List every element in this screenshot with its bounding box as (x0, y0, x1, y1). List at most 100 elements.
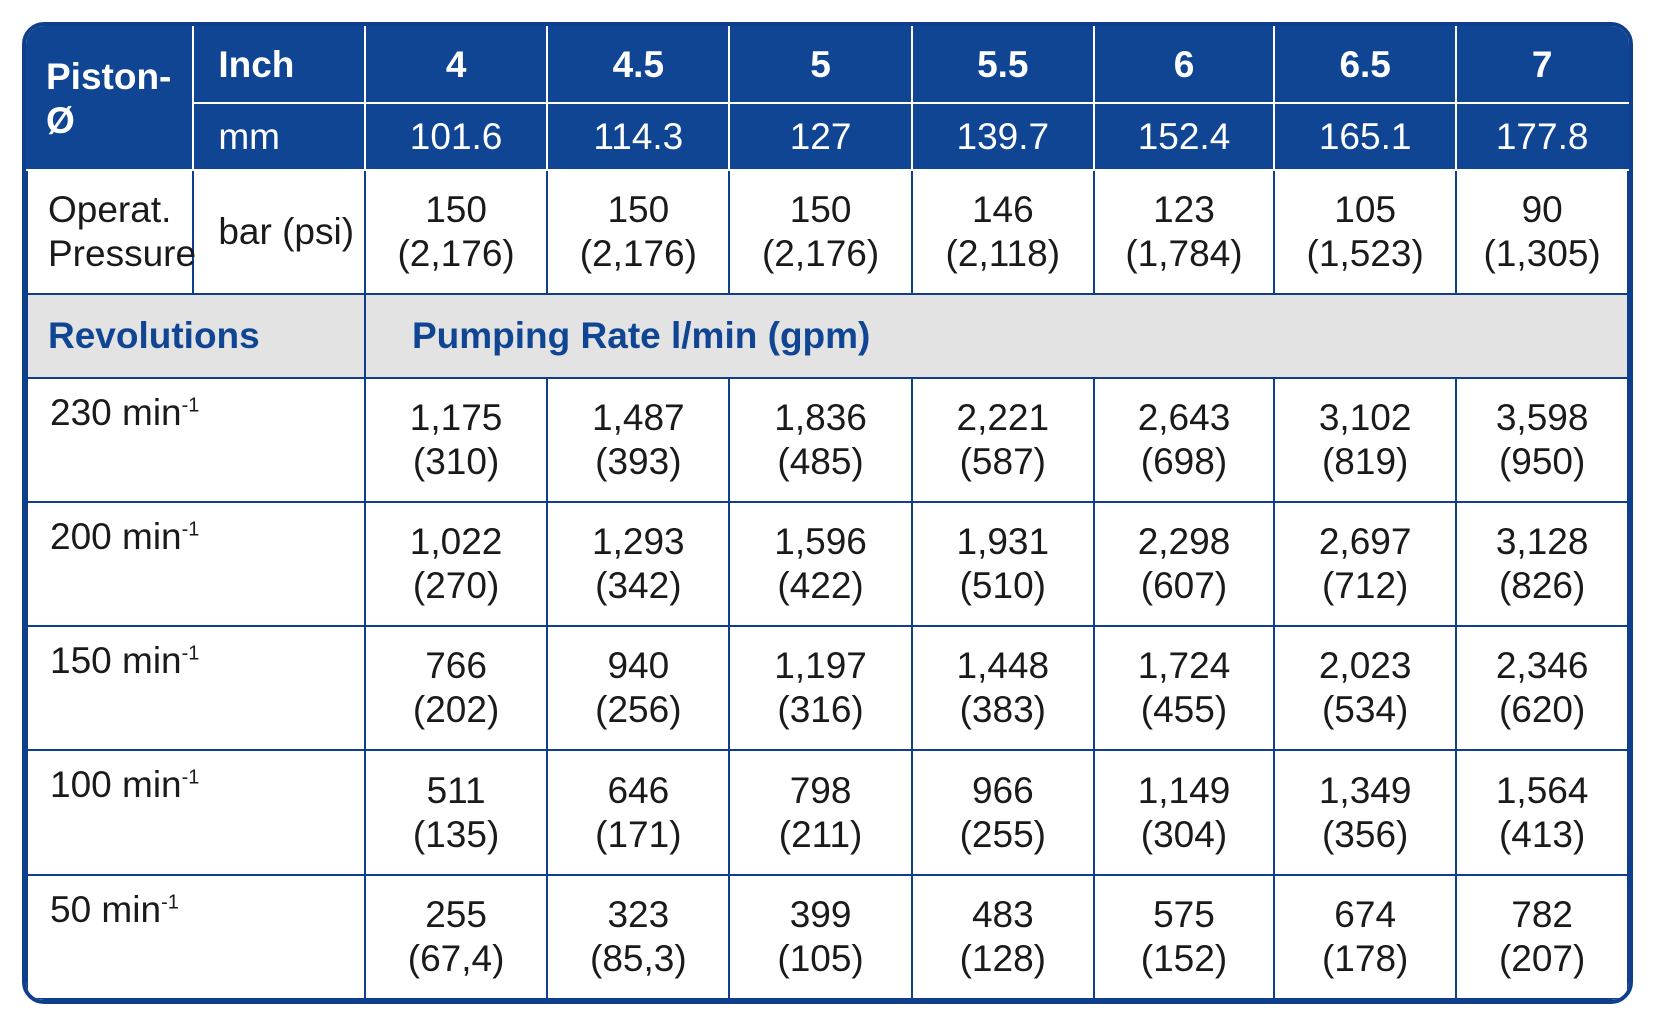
rate-lpm: 3,102 (1318, 396, 1412, 438)
rate-lpm: 3,598 (1495, 396, 1589, 438)
rate-cell: 1,596 (422) (728, 500, 913, 628)
operating-pressure-label-line1: Operat. (48, 189, 172, 231)
rate-gpm: (304) (1140, 813, 1228, 855)
pump-specs-table-frame: Piston-Ø Inch 4 4.5 5 5.5 6 6.5 7 mm 101… (22, 22, 1633, 1004)
mm-value: 165.1 (1273, 102, 1458, 172)
rate-lpm: 3,128 (1495, 521, 1589, 563)
rate-gpm: (393) (595, 440, 682, 482)
rate-cell: 2,298 (607) (1092, 500, 1276, 628)
rate-cell: 782 (207) (1455, 873, 1629, 1000)
rate-lpm: 782 (1511, 893, 1573, 935)
mm-value: 127 (728, 102, 913, 172)
rate-gpm: (207) (1498, 937, 1586, 979)
rate-lpm: 966 (971, 769, 1034, 811)
rate-cell: 1,293 (342) (546, 500, 731, 628)
rate-cell: 940 (256) (546, 625, 731, 752)
rate-gpm: (316) (777, 689, 864, 731)
rate-lpm: 1,487 (592, 396, 685, 438)
mm-value: 139.7 (910, 102, 1095, 172)
rate-gpm: (255) (959, 813, 1046, 855)
header-inch-row: Piston-Ø Inch 4 4.5 5 5.5 6 6.5 7 (26, 26, 1629, 172)
rate-cell: 1,931 (510) (910, 500, 1095, 628)
rate-cell: 3,102 (819) (1273, 376, 1458, 504)
rate-lpm: 2,643 (1137, 396, 1231, 438)
pressure-psi: (1,523) (1306, 233, 1424, 275)
inch-value: 7 (1455, 26, 1629, 105)
rate-gpm: (383) (959, 689, 1046, 731)
rate-gpm: (152) (1140, 937, 1228, 979)
inch-value: 4.5 (546, 26, 731, 105)
rate-gpm: (819) (1321, 440, 1409, 482)
pressure-psi: (2,176) (579, 233, 697, 275)
rate-cell: 399 (105) (728, 873, 913, 1000)
rate-lpm: 511 (426, 769, 486, 811)
pressure-psi: (2,176) (761, 233, 880, 275)
rate-gpm: (413) (1498, 813, 1586, 855)
rate-lpm: 399 (789, 893, 852, 935)
rate-lpm: 798 (789, 769, 852, 811)
revolutions-exponent: -1 (181, 518, 200, 541)
rate-gpm: (211) (778, 813, 863, 855)
pressure-cell: 105 (1,523) (1273, 169, 1458, 296)
rate-gpm: (455) (1140, 689, 1228, 731)
rate-gpm: (712) (1321, 565, 1409, 607)
rate-lpm: 1,149 (1137, 769, 1231, 811)
pressure-bar: 150 (425, 189, 487, 231)
rate-lpm: 1,448 (956, 645, 1050, 687)
operating-pressure-label: Operat. Pressure (26, 169, 196, 296)
rate-cell: 766 (202) (363, 625, 549, 752)
table-row: 200 min-1 1,022 (270) 1,293 (342) 1,596 (42… (26, 500, 1629, 628)
rate-cell: 1,197 (316) (728, 625, 913, 752)
rate-gpm: (171) (595, 813, 682, 855)
rate-gpm: (422) (777, 565, 864, 607)
pressure-unit: bar (psi) (192, 169, 366, 296)
rate-gpm: (85,3) (590, 937, 687, 979)
rate-lpm: 1,197 (774, 645, 867, 687)
rate-lpm: 2,298 (1137, 521, 1231, 563)
rate-gpm: (826) (1498, 565, 1586, 607)
rate-lpm: 2,346 (1495, 645, 1589, 687)
rate-cell: 674 (178) (1273, 873, 1458, 1000)
rate-lpm: 1,836 (774, 396, 867, 438)
revolutions-exponent: -1 (181, 394, 200, 417)
operating-pressure-row: Operat. Pressure bar (psi) 150 (2,176) 15… (26, 169, 1629, 296)
pressure-bar: 150 (607, 189, 670, 231)
revolutions-label: Revolutions (26, 293, 366, 379)
inch-unit-label: Inch (192, 26, 366, 105)
rate-lpm: 483 (971, 893, 1034, 935)
revolutions-value: 50 min (50, 888, 162, 930)
rate-cell: 511 (135) (363, 749, 549, 876)
rate-cell: 1,149 (304) (1092, 749, 1276, 876)
rate-gpm: (698) (1140, 440, 1228, 482)
rate-gpm: (587) (959, 440, 1046, 482)
revolutions-exponent: -1 (161, 891, 179, 914)
pressure-bar: 90 (1521, 189, 1563, 231)
mm-value: 101.6 (363, 102, 549, 172)
table-row: 50 min-1 255 (67,4) 323 (85,3) 399 (105) 48… (26, 873, 1629, 1000)
rate-lpm: 2,221 (956, 396, 1050, 438)
rate-cell: 575 (152) (1092, 873, 1276, 1000)
piston-diameter-label: Piston-Ø (26, 26, 195, 172)
rate-lpm: 1,022 (409, 521, 503, 563)
rate-gpm: (178) (1321, 937, 1409, 979)
table-row: 230 min-1 1,175 (310) 1,487 (393) 1,836 (48… (26, 376, 1629, 504)
pressure-cell: 123 (1,784) (1092, 169, 1276, 296)
rate-cell: 1,487 (393) (546, 376, 731, 504)
pressure-cell: 150 (2,176) (546, 169, 731, 296)
rate-lpm: 2,697 (1318, 521, 1412, 563)
rate-cell: 2,221 (587) (910, 376, 1095, 504)
rate-gpm: (607) (1140, 565, 1228, 607)
rate-gpm: (67,4) (407, 937, 505, 979)
rate-cell: 1,564 (413) (1455, 749, 1629, 876)
rate-cell: 323 (85,3) (546, 873, 731, 1000)
pressure-psi: (2,176) (397, 233, 515, 275)
inch-value: 4 (363, 26, 549, 105)
rate-lpm: 1,175 (409, 396, 503, 438)
rate-cell: 2,643 (698) (1092, 376, 1276, 504)
inch-value: 5 (728, 26, 913, 105)
inch-value: 6.5 (1273, 26, 1458, 105)
table-row: 150 min-1 766 (202) 940 (256) 1,197 (316) 1… (26, 625, 1629, 752)
mm-value: 152.4 (1092, 102, 1276, 172)
rate-cell: 3,128 (826) (1455, 500, 1629, 628)
rate-cell: 255 (67,4) (363, 873, 549, 1000)
